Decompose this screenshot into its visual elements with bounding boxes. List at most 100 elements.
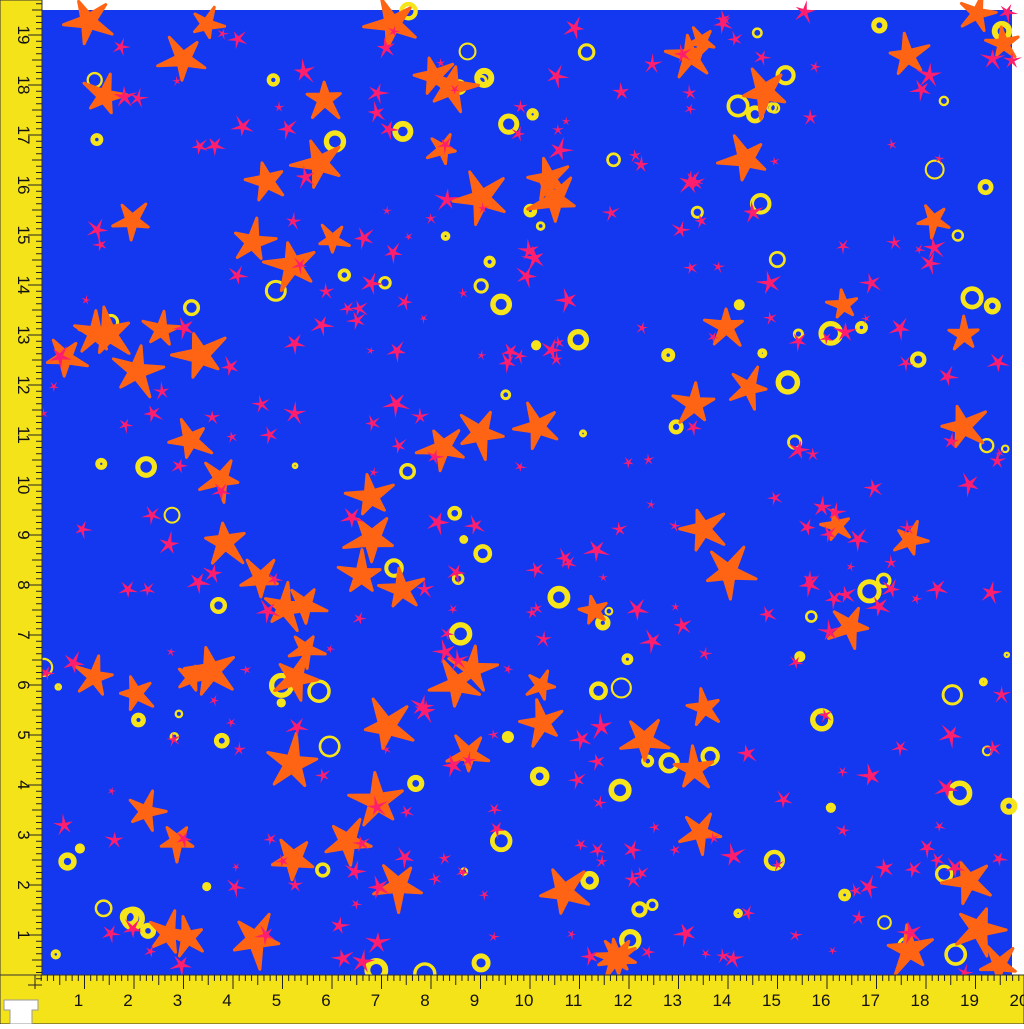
pink-star bbox=[290, 257, 307, 275]
pink-star bbox=[754, 50, 772, 66]
orange-star bbox=[111, 202, 150, 242]
dot bbox=[951, 229, 965, 242]
pink-star bbox=[622, 456, 634, 469]
orange-star bbox=[170, 332, 227, 379]
dot bbox=[501, 730, 514, 744]
bottom-ruler-label: 13 bbox=[663, 991, 682, 1010]
pink-star bbox=[865, 596, 891, 617]
orange-star bbox=[336, 548, 382, 592]
pink-star bbox=[694, 214, 707, 229]
dot bbox=[804, 610, 818, 623]
dot bbox=[94, 899, 113, 918]
pink-star bbox=[915, 62, 942, 87]
dot bbox=[529, 766, 550, 787]
pink-star bbox=[478, 890, 490, 902]
pink-star bbox=[211, 483, 231, 503]
pink-star bbox=[112, 37, 131, 57]
orange-star bbox=[324, 818, 373, 867]
pink-star bbox=[52, 813, 73, 836]
bottom-ruler-label: 18 bbox=[911, 991, 930, 1010]
pink-star bbox=[203, 410, 221, 425]
pink-star bbox=[330, 949, 354, 968]
dot bbox=[751, 27, 763, 39]
orange-star bbox=[742, 67, 787, 121]
left-ruler-label: 7 bbox=[14, 630, 33, 639]
pink-star bbox=[898, 519, 915, 535]
pink-star bbox=[849, 882, 862, 898]
pink-star bbox=[49, 345, 72, 370]
pink-star bbox=[139, 582, 156, 597]
orange-star bbox=[149, 909, 193, 954]
orange-star bbox=[459, 410, 505, 461]
pink-star bbox=[487, 803, 503, 816]
dot bbox=[447, 505, 463, 521]
dot bbox=[531, 340, 542, 351]
orange-star bbox=[678, 508, 726, 552]
pink-star bbox=[834, 585, 857, 603]
pink-star bbox=[503, 664, 514, 675]
pink-star bbox=[447, 604, 458, 615]
pink-star bbox=[344, 860, 367, 881]
orange-star bbox=[959, 0, 998, 33]
pink-star bbox=[487, 729, 499, 740]
orange-star bbox=[264, 580, 312, 633]
orange-star bbox=[592, 937, 637, 979]
pink-star bbox=[263, 832, 277, 846]
orange-star bbox=[706, 545, 758, 601]
pink-star bbox=[166, 733, 181, 747]
dot bbox=[471, 953, 491, 973]
ruler-ticks bbox=[28, 3, 1020, 989]
pink-star bbox=[979, 49, 1005, 71]
pink-star bbox=[859, 874, 878, 900]
orange-star bbox=[342, 517, 394, 564]
pink-star bbox=[633, 155, 649, 172]
dot bbox=[473, 544, 493, 563]
pink-star bbox=[367, 100, 386, 123]
pink-star bbox=[381, 744, 391, 755]
pink-star bbox=[713, 15, 733, 35]
pink-star bbox=[498, 352, 516, 374]
pink-star bbox=[741, 905, 756, 922]
orange-star bbox=[947, 314, 980, 351]
pink-star bbox=[798, 518, 816, 536]
pink-star bbox=[231, 863, 240, 873]
pink-star bbox=[172, 317, 194, 341]
pink-star bbox=[81, 294, 91, 305]
orange-star bbox=[619, 719, 671, 762]
pink-star bbox=[943, 432, 960, 449]
dot bbox=[337, 268, 352, 282]
pink-star bbox=[384, 242, 403, 265]
bottom-ruler-label: 20 bbox=[1010, 991, 1024, 1010]
pink-star bbox=[293, 58, 315, 83]
pink-star bbox=[144, 944, 157, 958]
left-ruler-label: 6 bbox=[14, 680, 33, 689]
pink-star bbox=[434, 188, 460, 211]
pink-star bbox=[851, 909, 866, 925]
dot bbox=[631, 901, 648, 918]
pink-star bbox=[427, 512, 450, 536]
pink-star bbox=[598, 572, 608, 582]
orange-star bbox=[305, 80, 342, 120]
pink-star bbox=[166, 647, 176, 657]
pink-star bbox=[835, 239, 851, 255]
bottom-ruler-label: 2 bbox=[123, 991, 132, 1010]
pink-star bbox=[554, 287, 577, 314]
dot bbox=[794, 651, 806, 663]
pink-star bbox=[795, 0, 816, 25]
pink-star bbox=[226, 431, 237, 444]
pink-star bbox=[885, 234, 901, 250]
pink-star bbox=[267, 572, 284, 588]
dot bbox=[58, 852, 77, 871]
pink-star bbox=[883, 554, 897, 569]
dot bbox=[641, 754, 655, 768]
pink-star bbox=[574, 838, 588, 851]
dot bbox=[526, 108, 539, 121]
pink-star bbox=[285, 717, 309, 737]
pink-star bbox=[239, 665, 251, 675]
orange-star bbox=[282, 588, 329, 625]
orange-star bbox=[232, 912, 281, 971]
pink-star bbox=[920, 251, 942, 276]
pink-star bbox=[707, 331, 719, 344]
pink-star bbox=[513, 99, 528, 114]
pink-star bbox=[628, 149, 641, 163]
